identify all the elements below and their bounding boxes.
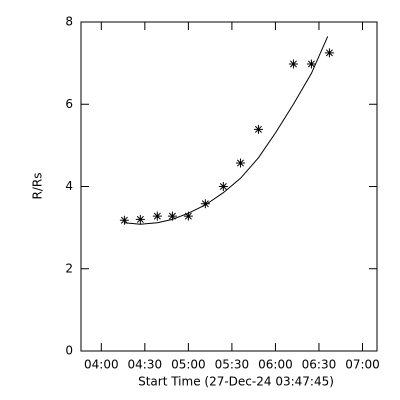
x-tick-label: 06:30 <box>302 358 337 372</box>
x-axis-label: Start Time (27-Dec-24 03:47:45) <box>138 375 334 389</box>
asterisk-point <box>135 214 145 224</box>
x-tick-label: 04:30 <box>128 358 163 372</box>
x-tick-label: 07:00 <box>345 358 380 372</box>
y-tick-label: 2 <box>65 261 73 275</box>
asterisk-point <box>324 48 334 58</box>
asterisk-point <box>152 211 162 221</box>
asterisk-point <box>306 59 316 69</box>
x-tick-label: 06:00 <box>258 358 293 372</box>
asterisk-point <box>167 211 177 221</box>
asterisk-point <box>218 182 228 191</box>
asterisk-point <box>183 211 193 221</box>
asterisk-point <box>119 215 129 225</box>
y-tick-label: 8 <box>65 15 73 29</box>
y-tick-label: 6 <box>65 97 73 111</box>
x-tick-label: 04:00 <box>84 358 119 372</box>
asterisk-point <box>235 158 245 168</box>
asterisk-point <box>288 59 298 69</box>
x-tick-label: 05:30 <box>215 358 250 372</box>
y-axis-label: R/Rs <box>31 173 45 200</box>
y-tick-label: 4 <box>65 179 73 193</box>
y-tick-label: 0 <box>65 344 73 358</box>
asterisk-point <box>253 124 263 134</box>
plot-frame <box>80 21 378 352</box>
asterisk-point <box>200 199 210 209</box>
x-tick-label: 05:00 <box>171 358 206 372</box>
fit-line <box>124 36 329 225</box>
